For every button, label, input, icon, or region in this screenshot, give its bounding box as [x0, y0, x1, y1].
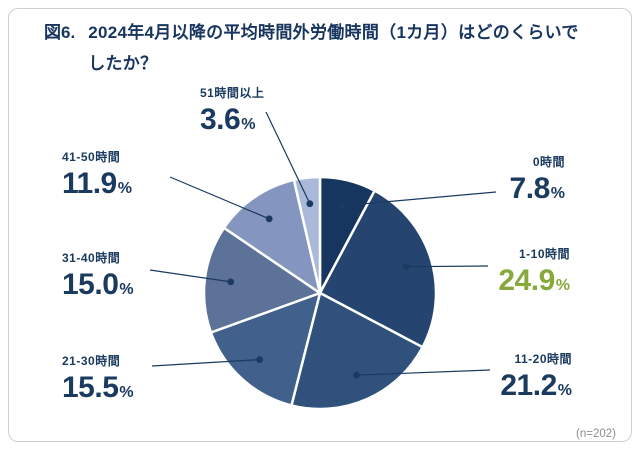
leader-line-3 [151, 359, 260, 367]
pie-slice-6 [292, 175, 322, 295]
percent-sign: % [117, 180, 132, 197]
pie-label-1-10h: 1-10時間 24.9% [498, 245, 570, 296]
figure-number: 図6. [44, 23, 76, 42]
leader-line-0 [341, 191, 497, 207]
leader-line-2 [356, 369, 491, 376]
pie-label-41-50h: 41-50時間 11.9% [62, 148, 132, 199]
slice-value: 3.6% [200, 103, 256, 136]
slice-dot-4 [227, 278, 235, 286]
slice-category-label: 11-20時間 [514, 352, 572, 366]
figure-title: 2024年4月以降の平均時間外労働時間（1カ月）はどのくらいでしたか？ [88, 23, 579, 73]
percent-sign: % [555, 277, 570, 294]
slice-dot-6 [306, 200, 314, 208]
slice-dot-5 [265, 215, 273, 223]
slice-category-label: 51時間以上 [200, 86, 265, 100]
leader-line-1 [405, 265, 489, 268]
slice-dot-2 [353, 371, 360, 379]
slice-value: 21.2% [500, 369, 572, 402]
slice-category-label: 1-10時間 [518, 247, 570, 261]
leader-line-4 [149, 269, 231, 283]
slice-dot-1 [402, 263, 410, 271]
pie-label-11-20h: 11-20時間 21.2% [500, 350, 572, 401]
pie-label-21-30h: 21-30時間 15.5% [62, 352, 134, 403]
slice-value: 24.9% [498, 264, 570, 297]
leader-line-6 [265, 111, 311, 204]
percent-sign: % [241, 116, 256, 133]
slice-dot-3 [256, 356, 264, 364]
percent-sign: % [119, 384, 134, 401]
slice-category-label: 21-30時間 [62, 354, 121, 368]
pie-slice-3 [209, 291, 322, 407]
slice-value: 15.0% [62, 268, 134, 301]
pie-slice-2 [290, 291, 424, 411]
pie-label-0h: 0時間 7.8% [510, 153, 565, 204]
sample-size: (n=202) [576, 428, 616, 440]
figure-title-row: 図6. 2024年4月以降の平均時間外労働時間（1カ月）はどのくらいでしたか？ [44, 18, 588, 79]
pie-slice-5 [222, 178, 322, 295]
leader-line-5 [169, 176, 270, 220]
percent-sign: % [557, 382, 572, 399]
slice-category-label: 0時間 [532, 155, 565, 169]
slice-value: 7.8% [509, 172, 565, 205]
slice-value: 11.9% [62, 167, 132, 200]
slice-category-label: 31-40時間 [62, 251, 121, 265]
percent-sign: % [119, 281, 134, 298]
pie-label-51h-plus: 51時間以上 3.6% [200, 84, 264, 135]
slice-dot-0 [338, 202, 346, 210]
slice-value: 15.5% [62, 371, 134, 404]
slice-category-label: 41-50時間 [62, 150, 121, 164]
pie-label-31-40h: 31-40時間 15.0% [62, 249, 134, 300]
percent-sign: % [550, 185, 565, 202]
